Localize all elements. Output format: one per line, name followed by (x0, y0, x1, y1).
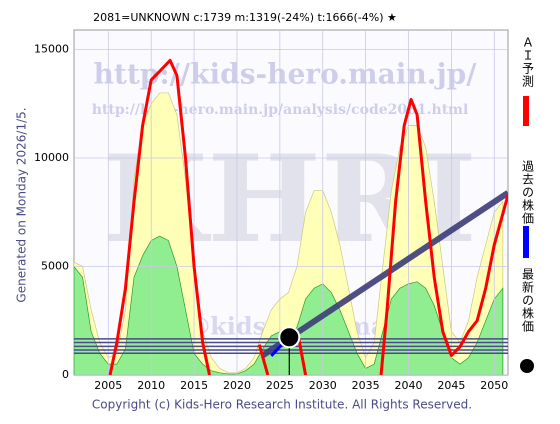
plot: http://kids-hero.main.jp/http://kids-her… (74, 30, 508, 375)
x-tick-label: 2050 (480, 379, 508, 392)
legend-swatch (523, 96, 529, 126)
legend-swatch (523, 226, 529, 258)
y-tick-label: 10000 (34, 151, 69, 164)
legend-label: ＡＩ予測 (521, 36, 535, 88)
trend-line (261, 190, 508, 358)
latest-marker (278, 326, 301, 349)
series-line (108, 58, 508, 375)
x-tick-label: 2040 (395, 379, 423, 392)
legend-label: 過去の株価 (521, 160, 535, 225)
x-tick-label: 2010 (137, 379, 165, 392)
x-tick-label: 2005 (94, 379, 122, 392)
x-tick-label: 2025 (266, 379, 294, 392)
x-tick-label: 2020 (223, 379, 251, 392)
x-tick-label: 2030 (309, 379, 337, 392)
y-tick-label: 15000 (34, 43, 69, 56)
side-label: Generated on Monday 2026/1/5. (15, 107, 29, 302)
x-tick-label: 2035 (352, 379, 380, 392)
y-tick-label: 0 (62, 368, 69, 381)
legend-swatch (520, 359, 534, 373)
chart-title: 2081=UNKNOWN c:1739 m:1319(-24%) t:1666(… (93, 11, 397, 24)
legend-label: 最新の株価 (521, 268, 535, 333)
y-tick-label: 5000 (41, 260, 69, 273)
x-tick-label: 2015 (180, 379, 208, 392)
footer: Copyright (c) Kids-Hero Research Institu… (92, 398, 472, 412)
x-tick-label: 2045 (437, 379, 465, 392)
